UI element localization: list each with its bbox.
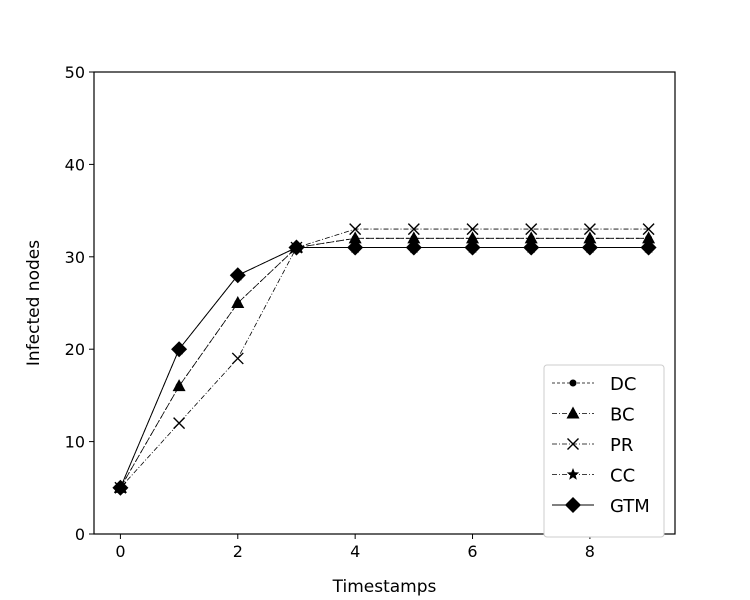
data-point-pr	[349, 223, 362, 236]
data-point-gtm	[347, 239, 364, 256]
x-axis-ticks: 0 2 4 6 8	[115, 534, 595, 561]
series-line-pr	[120, 228, 649, 489]
x-tick-label: 8	[585, 542, 595, 561]
legend: DC BC PR CC GTM	[543, 364, 665, 538]
data-point-gtm	[640, 239, 657, 256]
data-point-gtm	[171, 341, 188, 358]
legend-label-bc: BC	[610, 405, 635, 426]
y-tick-label: 30	[65, 248, 85, 267]
data-point-gtm	[581, 239, 598, 256]
data-point-gtm	[229, 267, 246, 284]
legend-label-cc: CC	[610, 466, 635, 487]
x-tick-label: 0	[115, 542, 125, 561]
y-tick-label: 20	[65, 340, 85, 359]
legend-marker-bc	[566, 406, 580, 419]
legend-label-gtm: GTM	[610, 496, 650, 517]
x-tick-label: 2	[233, 542, 243, 561]
data-point-pr	[583, 223, 596, 236]
legend-marker-pr	[567, 438, 579, 450]
data-point-gtm	[523, 239, 540, 256]
data-point-bc	[172, 379, 186, 392]
y-tick-label: 40	[65, 155, 85, 174]
x-tick-label: 4	[350, 542, 360, 561]
data-point-pr	[173, 417, 186, 430]
data-point-gtm	[464, 239, 481, 256]
data-point-bc	[348, 231, 362, 244]
data-point-gtm	[405, 239, 422, 256]
legend-marker-gtm	[565, 497, 581, 513]
data-point-bc	[642, 231, 656, 244]
legend-label-pr: PR	[610, 435, 633, 456]
x-axis-title: Timestamps	[332, 577, 437, 597]
y-tick-label: 0	[75, 525, 85, 544]
data-point-bc	[583, 231, 597, 244]
y-axis-ticks: 0 10 20 30 40 50	[65, 63, 94, 544]
data-point-bc	[524, 231, 538, 244]
data-point-pr	[525, 223, 538, 236]
data-point-bc	[466, 231, 480, 244]
legend-box	[543, 364, 665, 538]
series-line-bc	[120, 237, 649, 489]
data-point-pr	[466, 223, 479, 236]
x-tick-label: 6	[467, 542, 477, 561]
series-line-gtm	[119, 247, 649, 488]
y-tick-label: 10	[65, 433, 85, 452]
data-point-bc	[407, 231, 421, 244]
legend-marker-cc	[566, 468, 580, 480]
data-point-pr	[231, 352, 244, 365]
data-point-pr	[642, 223, 655, 236]
plot-area	[112, 223, 657, 496]
data-point-bc	[231, 296, 245, 308]
axes-frame	[93, 71, 676, 535]
data-point-gtm	[112, 479, 129, 496]
legend-marker-dc	[569, 379, 577, 387]
legend-label-dc: DC	[610, 374, 636, 395]
data-point-pr	[407, 223, 420, 236]
y-tick-label: 50	[65, 63, 85, 82]
y-axis-title: Infected nodes	[24, 240, 44, 366]
data-point-gtm	[288, 239, 305, 256]
